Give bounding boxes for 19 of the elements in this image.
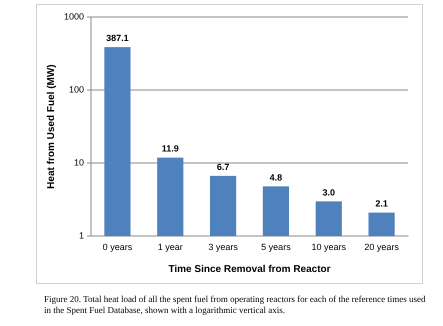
data-label: 6.7 xyxy=(216,162,230,172)
data-label: 11.9 xyxy=(162,144,179,154)
data-label: 4.8 xyxy=(270,172,282,182)
y-tick-label: 10 xyxy=(74,158,84,168)
y-tick-label: 100 xyxy=(68,84,84,95)
data-label: 2.1 xyxy=(375,198,388,209)
x-tick-label: 0 years xyxy=(102,242,133,252)
x-axis-title: Time Since Removal from Reactor xyxy=(168,264,331,275)
y-axis-title: Heat from Used Fuel (MW) xyxy=(46,64,57,189)
x-tick-label: 3 years xyxy=(208,242,238,252)
x-tick-label: 5 years xyxy=(261,242,292,252)
caption: Figure 20. Total heat load of all the spent fuel from operating reactors for each of the reference times used in the Spent Fuel Database, shown with a logarithmic vertical axis. xyxy=(44,294,427,316)
data-label: 3.0 xyxy=(322,187,336,198)
y-tick-label: 1000 xyxy=(64,11,84,22)
x-tick-label: 20 years xyxy=(364,242,400,252)
x-tick-label: 1 year xyxy=(158,242,183,252)
y-tick-label: 1 xyxy=(79,230,84,241)
data-label: 387.1 xyxy=(106,33,129,44)
x-tick-label: 10 years xyxy=(311,242,347,252)
